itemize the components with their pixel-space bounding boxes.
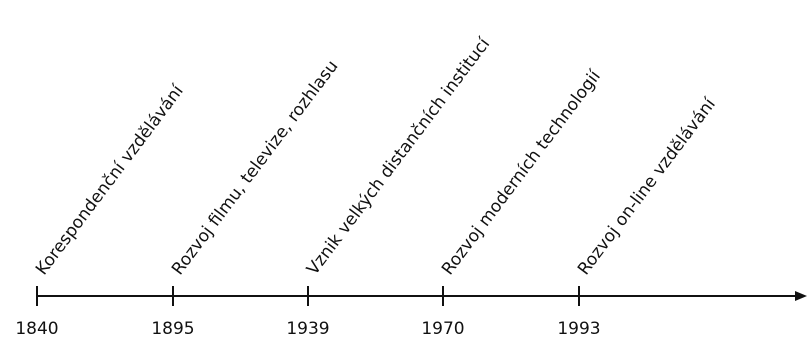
year-label-1895: 1895 (151, 319, 194, 338)
event-label-1895: Rozvoj filmu, televize, rozhlasu (168, 57, 342, 279)
year-label-1993: 1993 (557, 319, 600, 338)
event-label-1970: Rozvoj moderních technologií (438, 66, 606, 279)
year-label-1970: 1970 (421, 319, 464, 338)
event-label-1993: Rozvoj on-line vzdělávání (574, 94, 721, 279)
year-label-1939: 1939 (286, 319, 329, 338)
event-label-1840: Korespondenční vzdělávání (32, 80, 188, 279)
axis-arrow-icon (795, 291, 807, 301)
year-label-1840: 1840 (15, 319, 58, 338)
